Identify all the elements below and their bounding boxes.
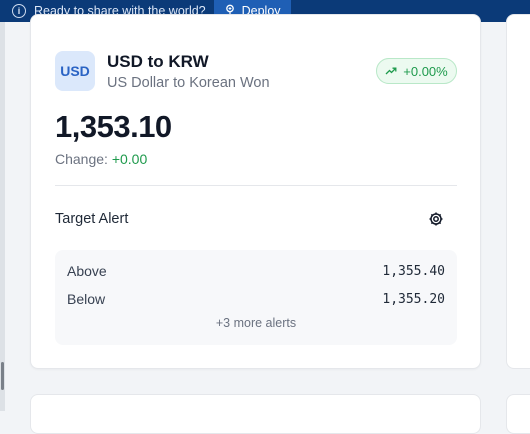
exchange-rate: 1,353.10: [55, 109, 172, 144]
trend-up-icon: [385, 64, 397, 79]
gear-icon[interactable]: [427, 210, 445, 228]
change-line: Change: +0.00: [55, 151, 147, 167]
info-icon: i: [12, 4, 26, 18]
resize-handle[interactable]: [1, 362, 4, 390]
alerts-list: Above 1,355.40 Below 1,355.20 +3 more al…: [55, 250, 457, 345]
pair-title: USD to KRW: [107, 52, 209, 71]
alert-label: Above: [67, 263, 107, 279]
balloon-icon: [224, 4, 236, 19]
currency-card: USD USD to KRW US Dollar to Korean Won +…: [30, 14, 481, 369]
next-adjacent-card: [506, 394, 530, 434]
change-label: Change:: [55, 151, 108, 167]
pair-subtitle: US Dollar to Korean Won: [107, 75, 270, 91]
divider: [55, 185, 457, 186]
alert-value: 1,355.40: [382, 263, 445, 279]
more-alerts-link[interactable]: +3 more alerts: [215, 316, 297, 330]
next-card: [30, 394, 481, 434]
change-percent: +0.00%: [403, 63, 448, 79]
resize-edge[interactable]: [0, 22, 5, 411]
alert-value: 1,355.20: [382, 291, 445, 307]
currency-badge: USD: [55, 51, 95, 91]
adjacent-card: [506, 14, 530, 369]
alert-row-below: Below 1,355.20: [67, 289, 445, 309]
change-badge: +0.00%: [376, 58, 457, 84]
change-value: +0.00: [111, 151, 148, 167]
alert-row-above: Above 1,355.40: [67, 261, 445, 281]
alert-label: Below: [67, 291, 106, 307]
target-alert-title: Target Alert: [55, 211, 129, 227]
